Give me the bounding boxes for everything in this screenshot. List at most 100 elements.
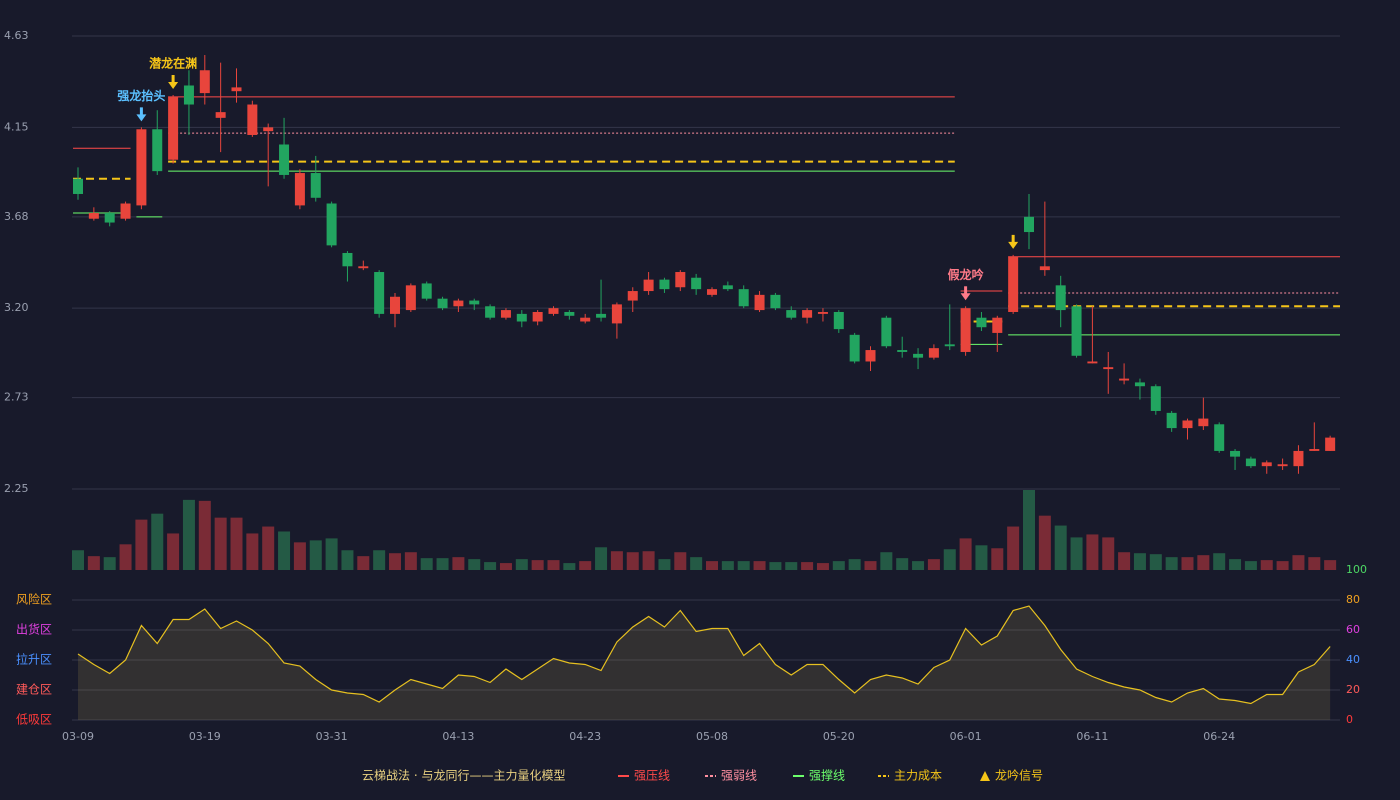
candle-body — [247, 104, 258, 135]
candle-body — [833, 311, 844, 330]
candle-body — [310, 173, 321, 198]
volume-bar — [769, 562, 782, 570]
zone-label: 拉升区 — [16, 652, 52, 667]
legend-swatch — [980, 771, 990, 781]
candle-body — [294, 173, 305, 206]
candle-body — [738, 289, 749, 307]
volume-bar — [1260, 560, 1273, 570]
volume-bar — [1038, 515, 1051, 570]
volume-bar — [1133, 553, 1146, 570]
volume-bar — [230, 517, 243, 570]
right-tick-label: 20 — [1346, 683, 1360, 696]
volume-bar — [1308, 557, 1321, 570]
candle-body — [1261, 462, 1272, 467]
volume-bar — [563, 563, 576, 570]
candle-body — [1230, 450, 1241, 457]
volume-bar — [1054, 525, 1067, 570]
volume-bar — [1165, 557, 1178, 570]
volume-bar — [785, 562, 798, 570]
volume-bar — [1197, 555, 1210, 570]
candle-body — [1293, 450, 1304, 467]
candle-body — [1071, 306, 1082, 356]
volume-bar — [87, 556, 100, 570]
candle-body — [120, 203, 131, 219]
volume-bar — [642, 551, 655, 570]
candle-body — [944, 344, 955, 347]
candle-body — [881, 317, 892, 347]
volume-bar — [1023, 489, 1035, 570]
candle-body — [675, 272, 686, 288]
volume-bar — [167, 533, 180, 570]
indicator-area — [78, 606, 1331, 720]
volume-bar — [135, 519, 148, 570]
y-tick-label: 3.68 — [4, 210, 29, 223]
volume-bar — [515, 559, 528, 570]
candle-body — [1309, 449, 1320, 451]
volume-bar — [119, 544, 132, 570]
volume-bar — [927, 559, 940, 570]
volume-bar — [214, 517, 227, 570]
volume-bar — [595, 547, 608, 570]
volume-bar — [991, 548, 1004, 570]
volume-bar — [484, 562, 497, 570]
volume-bar — [404, 552, 417, 570]
candle-body — [928, 348, 939, 358]
candle-body — [199, 70, 210, 94]
volume-bar — [674, 552, 687, 570]
volume-bar — [626, 552, 639, 570]
volume-bar — [1086, 534, 1099, 570]
volume-bar — [182, 499, 195, 570]
volume-bar — [864, 561, 877, 570]
volume-bar — [690, 557, 703, 570]
candle-body — [152, 129, 163, 172]
candle-body — [73, 178, 83, 194]
x-tick-label: 03-09 — [62, 730, 94, 743]
volume-bar — [1149, 554, 1162, 570]
x-tick-label: 05-08 — [696, 730, 728, 743]
volume-bar — [896, 558, 909, 570]
y-tick-label: 4.15 — [4, 120, 29, 133]
candle-body — [1182, 420, 1193, 429]
candle-body — [374, 272, 385, 314]
candle-body — [754, 294, 765, 311]
volume-bar — [389, 553, 401, 570]
candle-body — [817, 311, 828, 314]
volume-bar — [721, 561, 734, 570]
right-tick-label: 100 — [1346, 563, 1367, 576]
candle-body — [136, 129, 147, 206]
candle-body — [611, 304, 622, 324]
right-tick-label: 40 — [1346, 653, 1360, 666]
candle-body — [453, 300, 464, 307]
candle-body — [548, 308, 559, 314]
candle-body — [992, 317, 1003, 333]
candle-body — [358, 266, 369, 269]
volume-bar — [262, 526, 275, 570]
right-tick-label: 0 — [1346, 713, 1353, 726]
candle-body — [421, 283, 432, 299]
candle-body — [405, 285, 416, 311]
candle-body — [326, 203, 337, 246]
candle-body — [722, 285, 733, 290]
volume-bar — [959, 538, 972, 570]
candle-body — [1245, 458, 1256, 467]
candle-body — [390, 296, 400, 314]
volume-bar — [72, 550, 84, 570]
candle-body — [500, 310, 511, 318]
legend-label: 龙吟信号 — [995, 768, 1043, 783]
candle-body — [770, 294, 781, 309]
candle-body — [1277, 464, 1288, 467]
candle-body — [802, 310, 813, 318]
candle-body — [1150, 386, 1161, 411]
volume-bar — [1229, 559, 1242, 570]
volume-bar — [293, 542, 306, 570]
candle-body — [1024, 216, 1034, 233]
zone-label: 风险区 — [16, 592, 52, 607]
zone-label: 低吸区 — [16, 713, 52, 727]
candle-body — [104, 213, 115, 223]
y-tick-label: 2.25 — [4, 482, 29, 495]
candle-body — [88, 213, 99, 219]
candle-body — [231, 87, 242, 92]
candle-body — [263, 127, 274, 132]
y-tick-label: 4.63 — [4, 29, 29, 42]
